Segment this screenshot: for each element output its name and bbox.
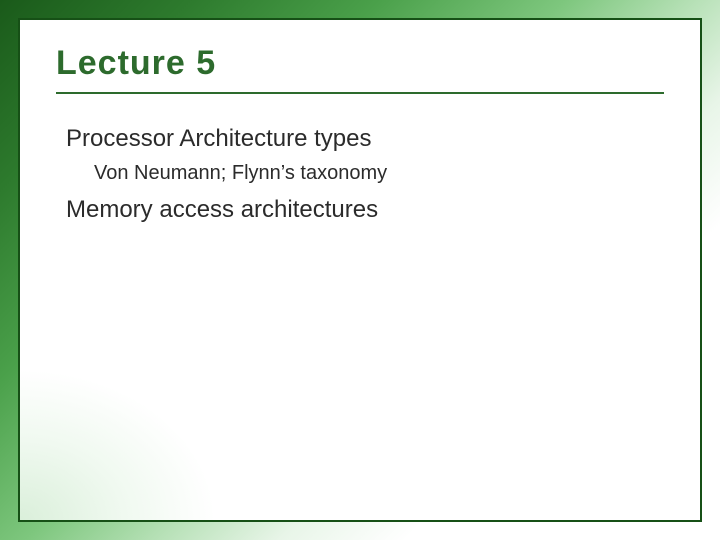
list-item: ൓ Memory access architectures (60, 195, 660, 224)
bullet-text: Von Neumann; Flynn’s taxonomy (94, 162, 387, 185)
bullet-text: Memory access architectures (66, 196, 378, 224)
title-underline (56, 92, 664, 94)
list-item: ൓ Processor Architecture types (60, 124, 660, 153)
slide-content: ൓ Processor Architecture types ൓ Von Neu… (60, 124, 660, 232)
list-item: ൓ Von Neumann; Flynn’s taxonomy (88, 161, 660, 185)
slide-container: Lecture 5 ൓ Processor Architecture types… (0, 0, 720, 540)
corner-gradient-overlay (20, 320, 280, 520)
slide-title: Lecture 5 (56, 44, 216, 83)
bullet-text: Processor Architecture types (66, 125, 371, 153)
slide-frame: Lecture 5 ൓ Processor Architecture types… (18, 18, 702, 522)
